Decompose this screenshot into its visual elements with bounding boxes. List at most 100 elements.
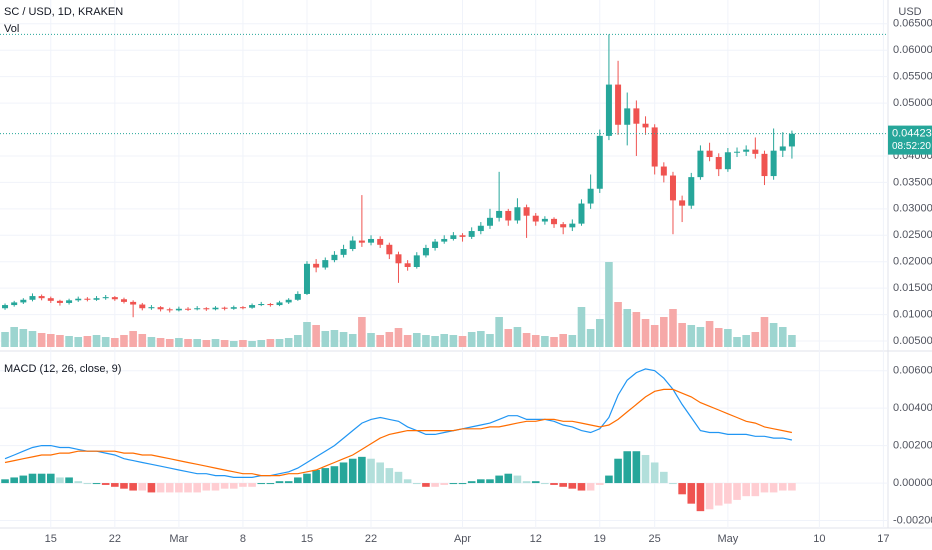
x-tick-label: 12 bbox=[530, 533, 542, 545]
macd-line bbox=[4, 388, 793, 477]
candle-body bbox=[432, 241, 439, 248]
volume-bar bbox=[92, 335, 101, 347]
candle-body bbox=[148, 307, 155, 309]
candle-body bbox=[615, 84, 622, 125]
histogram-bar bbox=[129, 483, 137, 491]
volume-bar bbox=[28, 331, 37, 347]
volume-bar bbox=[275, 339, 284, 347]
y-tick-label: 0.01000 bbox=[893, 308, 932, 320]
volume-bar bbox=[120, 335, 128, 347]
volume-bar bbox=[614, 302, 622, 347]
volume-bar bbox=[705, 321, 714, 347]
histogram-bar bbox=[193, 483, 201, 493]
histogram-bar bbox=[321, 468, 330, 484]
x-tick-label: 19 bbox=[594, 533, 606, 545]
histogram-bar bbox=[211, 483, 220, 491]
volume-bar bbox=[742, 335, 750, 347]
y-tick-label: 0.02000 bbox=[893, 256, 932, 268]
histogram-bar bbox=[284, 481, 293, 484]
candle-body bbox=[230, 307, 237, 309]
candle-body bbox=[368, 238, 375, 243]
histogram-bar bbox=[165, 483, 174, 493]
histogram-bar bbox=[65, 477, 73, 484]
histogram-bar bbox=[257, 483, 266, 485]
x-tick-label: Apr bbox=[454, 533, 471, 545]
histogram-bar bbox=[101, 483, 110, 485]
histogram-bar bbox=[696, 483, 705, 512]
candle-body bbox=[724, 152, 731, 170]
volume-bar bbox=[477, 331, 485, 347]
histogram-bar bbox=[559, 483, 567, 487]
histogram-bar bbox=[156, 483, 165, 493]
candle-body bbox=[505, 210, 512, 221]
volume-bar bbox=[266, 339, 275, 347]
volume-bar bbox=[147, 337, 156, 347]
volume-bar bbox=[184, 339, 192, 347]
histogram-bar bbox=[467, 481, 476, 484]
candle-body bbox=[2, 305, 9, 309]
histogram-bar bbox=[769, 483, 778, 493]
candle-body bbox=[706, 150, 713, 158]
volume-bar bbox=[37, 333, 46, 347]
histogram-bar bbox=[788, 483, 796, 491]
candle-body bbox=[761, 153, 768, 177]
histogram-bar bbox=[412, 483, 421, 485]
histogram-bar bbox=[339, 462, 348, 484]
histogram-bar bbox=[46, 473, 55, 484]
candle-body bbox=[66, 300, 73, 303]
volume-bar bbox=[733, 337, 741, 347]
histogram-bar bbox=[37, 473, 46, 484]
histogram-bar bbox=[312, 469, 320, 484]
histogram-bar bbox=[751, 483, 760, 497]
histogram-bar bbox=[385, 468, 394, 484]
y-tick-label: 0.02500 bbox=[893, 229, 932, 241]
candle-body bbox=[441, 238, 448, 242]
plot bbox=[0, 33, 888, 512]
histogram-bar bbox=[138, 483, 147, 491]
candle-body bbox=[84, 298, 91, 300]
volume-bar bbox=[294, 335, 302, 347]
histogram-bar bbox=[348, 458, 357, 484]
candle-body bbox=[130, 301, 137, 305]
volume-bar bbox=[458, 336, 467, 347]
volume-bar bbox=[504, 329, 513, 347]
histogram-bar bbox=[367, 458, 375, 484]
volume-bar bbox=[724, 329, 732, 347]
volume-bar bbox=[788, 335, 796, 347]
candle-body bbox=[669, 175, 676, 201]
volume-bar bbox=[358, 317, 366, 347]
histogram-bar bbox=[586, 483, 595, 491]
histogram-bar bbox=[605, 475, 613, 484]
volume-bar bbox=[248, 341, 256, 347]
candle-body bbox=[11, 302, 18, 306]
histogram-bar bbox=[504, 473, 513, 484]
volume-bar bbox=[660, 317, 668, 347]
volume-bar bbox=[559, 334, 567, 347]
volume-bar bbox=[623, 309, 632, 347]
volume-bar bbox=[1, 332, 9, 347]
histogram-bar bbox=[294, 477, 302, 484]
histogram-bar bbox=[229, 483, 238, 489]
volume-bar bbox=[312, 325, 320, 347]
volume-bar bbox=[412, 333, 421, 347]
volume-bar bbox=[175, 338, 183, 347]
candle-body bbox=[560, 224, 567, 228]
price-tag bbox=[888, 125, 932, 155]
histogram-bar bbox=[394, 471, 403, 484]
candle-body bbox=[551, 218, 558, 225]
volume-bar bbox=[550, 337, 558, 347]
histogram-bar bbox=[330, 466, 339, 484]
histogram-bar bbox=[56, 477, 64, 484]
candle-body bbox=[102, 297, 109, 299]
volume-bar bbox=[605, 262, 613, 347]
candle-body bbox=[386, 244, 393, 255]
histogram-bar bbox=[678, 483, 686, 495]
histogram-bar bbox=[531, 481, 540, 484]
histogram-bar bbox=[595, 483, 604, 485]
x-tick-label: Mar bbox=[169, 533, 188, 545]
candle-body bbox=[688, 177, 695, 206]
histogram-bar bbox=[275, 481, 284, 484]
candle-body bbox=[377, 238, 384, 245]
candle-body bbox=[358, 240, 365, 243]
